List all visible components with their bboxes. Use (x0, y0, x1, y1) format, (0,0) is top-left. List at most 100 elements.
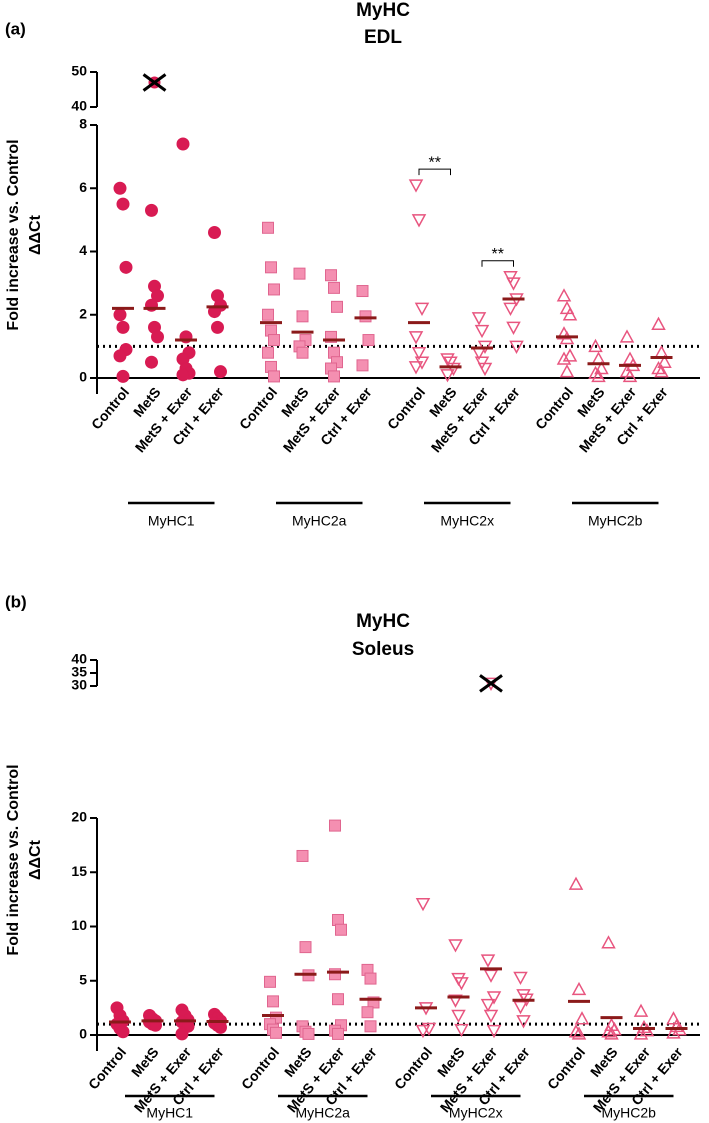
data-point (451, 1009, 466, 1024)
y-tick-label: 8 (79, 116, 87, 132)
data-point (474, 324, 490, 339)
data-point (666, 1011, 681, 1025)
panel-label: (b) (5, 592, 27, 611)
chart-title: MyHC (356, 0, 410, 21)
data-point (364, 1020, 377, 1033)
chart-title: MyHC (356, 611, 410, 632)
data-point (556, 288, 572, 302)
data-point (408, 179, 424, 193)
data-point (293, 267, 306, 280)
data-point (328, 370, 340, 383)
y-tick-label: 40 (71, 651, 87, 667)
data-point (513, 1001, 528, 1015)
y-tick-label: 20 (71, 809, 87, 825)
data-point (601, 1024, 616, 1038)
data-point (113, 349, 127, 363)
data-point (477, 362, 493, 377)
y-tick-label: 4 (79, 242, 87, 258)
data-point (335, 923, 347, 936)
data-point (568, 1024, 584, 1038)
data-point (486, 991, 502, 1005)
group-label: MyHC1 (148, 513, 195, 529)
data-point (329, 968, 341, 981)
data-point (571, 1026, 587, 1040)
data-point (364, 972, 377, 985)
data-point (296, 849, 309, 862)
data-point (588, 338, 603, 353)
group-label: MyHC2b (588, 513, 643, 529)
data-point (509, 340, 524, 354)
data-point (356, 359, 369, 372)
data-point (214, 365, 227, 379)
y-tick-label: 40 (71, 98, 87, 114)
data-point (361, 1006, 374, 1019)
data-point (411, 214, 427, 228)
group-label: MyHC2a (292, 513, 347, 529)
y-tick-label: 6 (79, 179, 87, 195)
data-point (411, 346, 427, 361)
data-point (440, 353, 455, 367)
data-point (299, 941, 312, 954)
y-tick-label: 30 (71, 677, 87, 693)
data-point (654, 364, 669, 378)
data-point (302, 1027, 315, 1040)
data-point (214, 1020, 227, 1034)
data-point (622, 368, 638, 383)
data-point (480, 998, 496, 1013)
y-axis-label: ΔΔCt (27, 214, 44, 255)
data-point (633, 1003, 649, 1017)
data-point (448, 939, 463, 953)
y-axis-label: Fold increase vs. Control (5, 139, 22, 330)
data-point (356, 285, 369, 298)
excluded-cross (479, 674, 503, 693)
data-point (113, 181, 127, 195)
data-point (568, 876, 584, 890)
data-point (359, 310, 372, 323)
data-point (503, 271, 518, 285)
y-tick-label: 10 (71, 917, 87, 933)
data-point (651, 360, 666, 375)
x-tick-label: Control (544, 1044, 588, 1092)
data-point (116, 1025, 130, 1039)
data-point (506, 277, 521, 291)
data-point (262, 221, 274, 234)
y-tick-label: 50 (71, 63, 87, 79)
data-point (268, 370, 280, 383)
y-tick-label: 5 (79, 971, 87, 987)
data-point (145, 203, 158, 217)
data-point (408, 331, 424, 345)
data-point (483, 1009, 499, 1024)
data-point (443, 356, 458, 370)
x-tick-label: Control (238, 1044, 282, 1092)
data-point (211, 320, 224, 334)
data-point (151, 289, 164, 303)
data-point (639, 1023, 655, 1037)
data-point (574, 1011, 590, 1025)
data-point (571, 981, 587, 996)
data-point (176, 368, 190, 382)
data-point (332, 993, 344, 1006)
y-tick-label: 0 (79, 1026, 87, 1042)
data-point (415, 1024, 431, 1039)
x-tick-label: Control (88, 384, 132, 432)
y-tick-label: 15 (71, 863, 87, 879)
data-point (483, 969, 499, 983)
data-point (604, 1026, 619, 1040)
data-point (119, 260, 133, 274)
data-point (265, 261, 277, 274)
data-point (421, 1022, 437, 1037)
y-tick-label: 0 (79, 369, 87, 385)
significance-label: ** (429, 154, 441, 171)
data-point (328, 281, 340, 294)
y-tick-label: 2 (79, 305, 87, 321)
excluded-cross (142, 73, 167, 92)
data-point (262, 346, 274, 359)
data-point (175, 1027, 189, 1041)
data-point (446, 362, 461, 377)
data-point (113, 308, 127, 322)
data-point (296, 310, 309, 323)
data-point (151, 330, 164, 344)
group-label: MyHC2b (602, 1105, 657, 1121)
data-point (414, 356, 430, 370)
